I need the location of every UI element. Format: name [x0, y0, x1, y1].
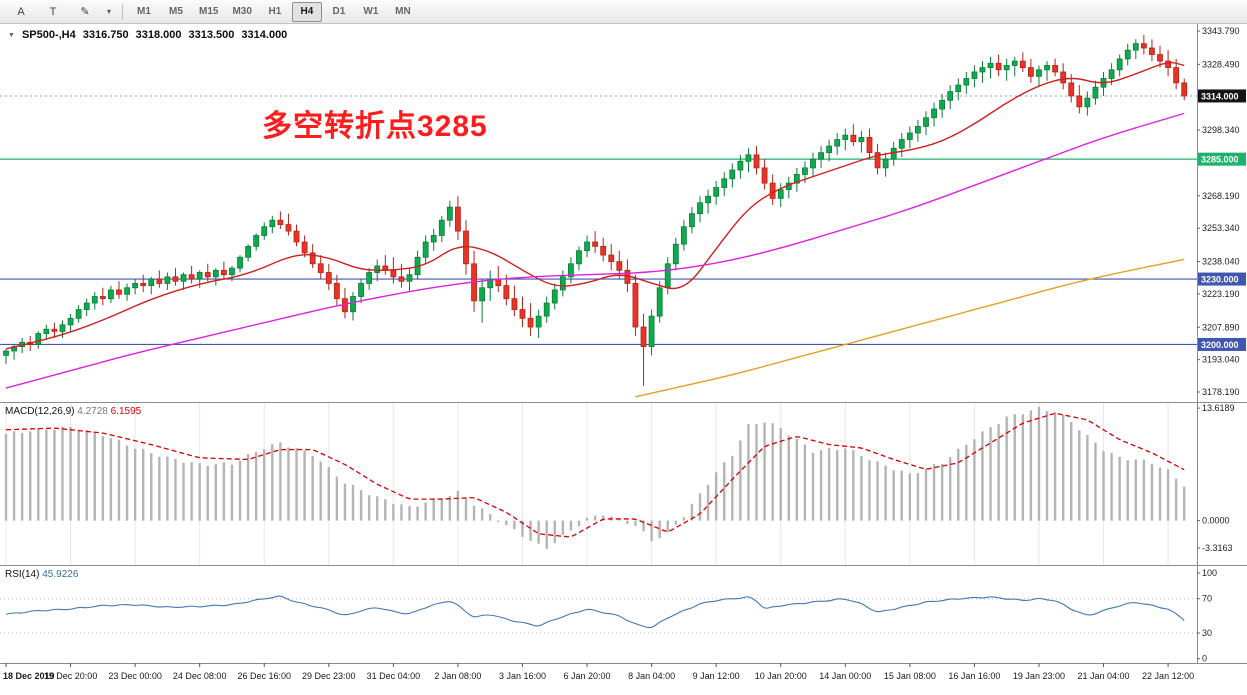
ma-fast-line [5, 61, 1185, 350]
svg-text:-3.3163: -3.3163 [1202, 543, 1233, 553]
timeframe-M1-button[interactable]: M1 [137, 6, 151, 17]
svg-text:16 Jan 16:00: 16 Jan 16:00 [948, 671, 1000, 681]
ma-mid-line [5, 112, 1185, 389]
svg-text:3328.490: 3328.490 [1202, 59, 1240, 69]
svg-text:8 Jan 04:00: 8 Jan 04:00 [628, 671, 675, 681]
svg-text:21 Jan 04:00: 21 Jan 04:00 [1077, 671, 1129, 681]
timeframe-H4-button[interactable]: H4 [291, 1, 322, 22]
svg-text:9 Jan 12:00: 9 Jan 12:00 [693, 671, 740, 681]
svg-text:3207.890: 3207.890 [1202, 322, 1240, 332]
timeframe-M30-button[interactable]: M30 [232, 6, 252, 17]
line-level-badge [1198, 272, 1246, 286]
svg-text:3298.340: 3298.340 [1202, 125, 1240, 135]
chart-annotation-text[interactable]: 多空转折点3285 [262, 110, 488, 143]
quote-symbol-timeframe: SP500-,H4 [21, 29, 76, 41]
svg-text:3223.190: 3223.190 [1202, 289, 1240, 299]
toolbar-timeframes-group: M1 M5 M15 M30 H1 H4 D1 W1 MN [128, 1, 419, 22]
macd-gridlines [5, 403, 1169, 565]
last-price-badge [1198, 89, 1246, 103]
macd-panel [4, 406, 1186, 549]
price-axis[interactable]: 3343.790 3328.490 3298.340 3268.190 3253.340… [1197, 26, 1246, 397]
svg-text:18 Dec 2019: 18 Dec 2019 [3, 671, 55, 681]
macd-axis[interactable]: 13.6189 0.0000 -3.3163 [1197, 403, 1235, 553]
svg-text:3230.000: 3230.000 [1201, 275, 1239, 285]
svg-text:13.6189: 13.6189 [1202, 403, 1235, 413]
chart-frame [0, 24, 1247, 664]
svg-text:3343.790: 3343.790 [1202, 26, 1240, 36]
svg-text:29 Dec 23:00: 29 Dec 23:00 [302, 671, 356, 681]
ma-slow-line [635, 258, 1185, 398]
svg-text:100: 100 [1202, 568, 1217, 578]
rsi-label: RSI(14) 45.9226 [5, 569, 79, 580]
svg-text:3268.190: 3268.190 [1202, 191, 1240, 201]
svg-text:14 Jan 00:00: 14 Jan 00:00 [819, 671, 871, 681]
svg-text:24 Dec 08:00: 24 Dec 08:00 [173, 671, 227, 681]
svg-text:10 Jan 20:00: 10 Jan 20:00 [755, 671, 807, 681]
svg-text:3238.040: 3238.040 [1202, 257, 1240, 267]
quote-open: 3316.750 [82, 29, 129, 41]
tool-brush-button[interactable]: ✎ [80, 6, 90, 18]
rsi-line [5, 595, 1185, 629]
line-level-badge [1198, 152, 1246, 166]
timeframe-M5-button[interactable]: M5 [169, 6, 183, 17]
macd-signal-line [5, 413, 1185, 538]
svg-text:3314.000: 3314.000 [1201, 91, 1239, 101]
tool-cursor-button[interactable]: A [17, 5, 25, 18]
svg-text:31 Dec 04:00: 31 Dec 04:00 [367, 671, 421, 681]
svg-text:3253.340: 3253.340 [1202, 223, 1240, 233]
timeframe-H1-button[interactable]: H1 [268, 6, 282, 17]
quote-low: 3313.500 [188, 29, 235, 41]
timeframe-M15-button[interactable]: M15 [199, 6, 219, 17]
svg-text:6 Jan 20:00: 6 Jan 20:00 [564, 671, 611, 681]
svg-text:26 Dec 16:00: 26 Dec 16:00 [237, 671, 291, 681]
tool-brush-menu-button[interactable]: ▾ [106, 7, 111, 16]
svg-text:23 Dec 00:00: 23 Dec 00:00 [108, 671, 162, 681]
toolbar: A T ✎ ▾ M1 M5 M15 M30 H1 H4 D1 W1 MN [0, 0, 1247, 24]
svg-text:3285.000: 3285.000 [1201, 155, 1239, 165]
svg-text:22 Jan 12:00: 22 Jan 12:00 [1142, 671, 1194, 681]
panel-labels: MACD(12,26,9) 4.2728 6.1595 RSI(14) 45.92… [5, 406, 142, 580]
svg-text:2 Jan 08:00: 2 Jan 08:00 [434, 671, 481, 681]
toolbar-tools-group: A T ✎ ▾ [5, 2, 117, 22]
svg-text:3 Jan 16:00: 3 Jan 16:00 [499, 671, 546, 681]
svg-text:19 Jan 23:00: 19 Jan 23:00 [1013, 671, 1065, 681]
rsi-panel [0, 595, 1197, 634]
tool-text-button[interactable]: T [49, 5, 57, 18]
timeframe-D1-button[interactable]: D1 [332, 6, 346, 17]
timeframe-MN-button[interactable]: MN [395, 6, 411, 17]
candlesticks [3, 34, 1188, 386]
timeframe-W1-button[interactable]: W1 [363, 6, 379, 17]
line-level-badge [1198, 337, 1246, 351]
moving-averages [5, 61, 1185, 398]
svg-text:19 Dec 20:00: 19 Dec 20:00 [44, 671, 98, 681]
svg-text:15 Jan 08:00: 15 Jan 08:00 [884, 671, 936, 681]
svg-text:3200.000: 3200.000 [1201, 340, 1239, 350]
quote-close: 3314.000 [241, 29, 288, 41]
svg-text:70: 70 [1202, 594, 1212, 604]
macd-label: MACD(12,26,9) 4.2728 6.1595 [5, 406, 142, 417]
symbol-dropdown-icon[interactable]: ▼ [8, 31, 15, 39]
rsi-axis[interactable]: 100 70 30 0 [1197, 568, 1217, 664]
svg-text:30: 30 [1202, 628, 1212, 638]
svg-text:3178.190: 3178.190 [1202, 387, 1240, 397]
toolbar-separator [122, 3, 123, 20]
svg-text:0.0000: 0.0000 [1202, 516, 1230, 526]
svg-text:3193.040: 3193.040 [1202, 355, 1240, 365]
quote-high: 3318.000 [135, 29, 182, 41]
horizontal-level-lines[interactable] [0, 95, 1197, 346]
quote-header: ▼ SP500-,H4 3316.750 3318.000 3313.500 3… [8, 29, 287, 41]
svg-text:0: 0 [1202, 654, 1207, 664]
